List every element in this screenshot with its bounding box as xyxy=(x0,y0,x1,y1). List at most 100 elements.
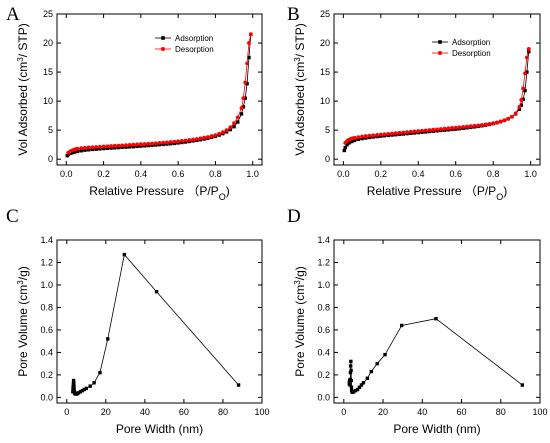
data-point xyxy=(427,128,432,132)
x-tick-label: 1.0 xyxy=(524,169,537,179)
data-point xyxy=(217,131,222,136)
data-point xyxy=(154,290,159,294)
x-tick-label: 0.8 xyxy=(487,169,500,179)
data-point xyxy=(194,137,199,141)
y-tick-label: 1.0 xyxy=(317,280,330,290)
data-point xyxy=(360,136,364,141)
data-point xyxy=(364,136,368,140)
legend: Adsorption Desorption xyxy=(155,34,214,54)
x-tick-label: 0.8 xyxy=(209,169,222,179)
data-point xyxy=(94,145,99,149)
data-point xyxy=(348,364,353,368)
data-point xyxy=(386,131,391,136)
data-point xyxy=(236,383,241,387)
data-point xyxy=(161,140,166,145)
legend-label: Adsorption xyxy=(175,34,213,43)
data-point xyxy=(72,384,76,388)
x-tick-label: 0 xyxy=(341,407,346,417)
data-point xyxy=(390,131,394,136)
y-tick-label: 0.6 xyxy=(40,325,53,335)
data-point xyxy=(393,131,398,136)
data-point xyxy=(519,98,524,102)
y-tick-label: 20 xyxy=(320,38,330,48)
x-tick-label: 60 xyxy=(179,407,189,417)
data-point xyxy=(412,129,417,134)
x-tick-label: 0.6 xyxy=(449,169,462,179)
data-point xyxy=(357,385,362,389)
data-point xyxy=(525,70,529,74)
series-data xyxy=(71,252,241,396)
data-point xyxy=(342,148,346,153)
data-point xyxy=(434,316,438,321)
data-point xyxy=(235,115,240,120)
chart-panel-d: D 0 20 40 60 80 100 0.0 0.2 0.4 0.6 0.8 1.0 1.2 1.4 Por… xyxy=(287,206,548,436)
data-point xyxy=(363,134,368,138)
data-point xyxy=(453,125,458,130)
data-point xyxy=(86,145,91,150)
data-point xyxy=(408,129,413,134)
x-tick-label: 1.0 xyxy=(246,169,259,179)
data-point xyxy=(116,145,121,150)
data-point xyxy=(359,383,364,387)
data-point xyxy=(79,146,84,151)
chart-panel-a: A 0.0 0.2 0.4 0.6 0.8 1.0 0 5 10 15 20 25 Relative Pr… xyxy=(6,4,263,202)
data-point xyxy=(109,144,113,148)
data-point xyxy=(86,148,91,152)
data-point xyxy=(66,150,71,155)
data-point xyxy=(375,133,379,137)
data-point xyxy=(371,133,376,138)
data-point xyxy=(382,132,387,137)
data-point xyxy=(101,146,106,151)
x-axis-title: Pore Width (nm) xyxy=(116,422,203,436)
data-point xyxy=(517,105,522,109)
y-tick-label: 0 xyxy=(325,154,330,164)
data-point xyxy=(397,130,402,135)
data-point xyxy=(521,86,526,91)
data-point xyxy=(356,135,361,140)
data-point xyxy=(146,141,151,146)
y-tick-label: 0.0 xyxy=(40,392,53,402)
legend: Adsorption Desorption xyxy=(432,38,491,58)
data-point xyxy=(113,146,117,150)
data-point xyxy=(416,129,421,133)
y-tick-label: 0.2 xyxy=(317,370,330,380)
data-point xyxy=(523,88,527,93)
data-point xyxy=(527,50,531,54)
data-point xyxy=(71,378,76,383)
data-point xyxy=(367,133,372,138)
data-point xyxy=(517,107,522,111)
data-point xyxy=(383,352,387,357)
data-point xyxy=(399,323,404,328)
data-point xyxy=(247,55,251,60)
data-point xyxy=(127,143,132,147)
legend-label: Desorption xyxy=(175,45,214,54)
data-point xyxy=(526,46,531,51)
x-tick-label: 0.0 xyxy=(337,169,350,179)
data-point xyxy=(491,121,496,126)
series-data xyxy=(347,316,525,395)
data-point xyxy=(112,143,117,148)
data-point xyxy=(523,71,527,76)
data-point xyxy=(348,370,353,375)
data-point xyxy=(506,116,511,121)
data-point xyxy=(72,150,76,154)
data-point xyxy=(510,114,514,119)
y-tick-label: 15 xyxy=(43,67,53,77)
chart-panel-c: C 0 20 40 60 80 100 0.0 0.2 0.4 0.6 0.8 1.0 1.2 1.4 Por… xyxy=(6,206,270,436)
data-point xyxy=(345,142,349,147)
y-tick-label: 20 xyxy=(43,38,53,48)
data-point xyxy=(98,147,102,151)
data-point xyxy=(468,124,473,129)
data-point xyxy=(139,144,143,148)
legend-marker xyxy=(161,36,165,40)
data-point xyxy=(120,145,124,150)
x-axis-title: Relative Pressure （P/PO) xyxy=(367,184,507,202)
data-point xyxy=(142,142,147,146)
y-tick-label: 0.2 xyxy=(40,370,53,380)
data-point xyxy=(80,388,85,393)
data-point xyxy=(79,149,83,153)
x-tick-label: 80 xyxy=(218,407,228,417)
data-point xyxy=(97,144,102,149)
series-line xyxy=(66,34,252,156)
data-point xyxy=(405,130,409,135)
